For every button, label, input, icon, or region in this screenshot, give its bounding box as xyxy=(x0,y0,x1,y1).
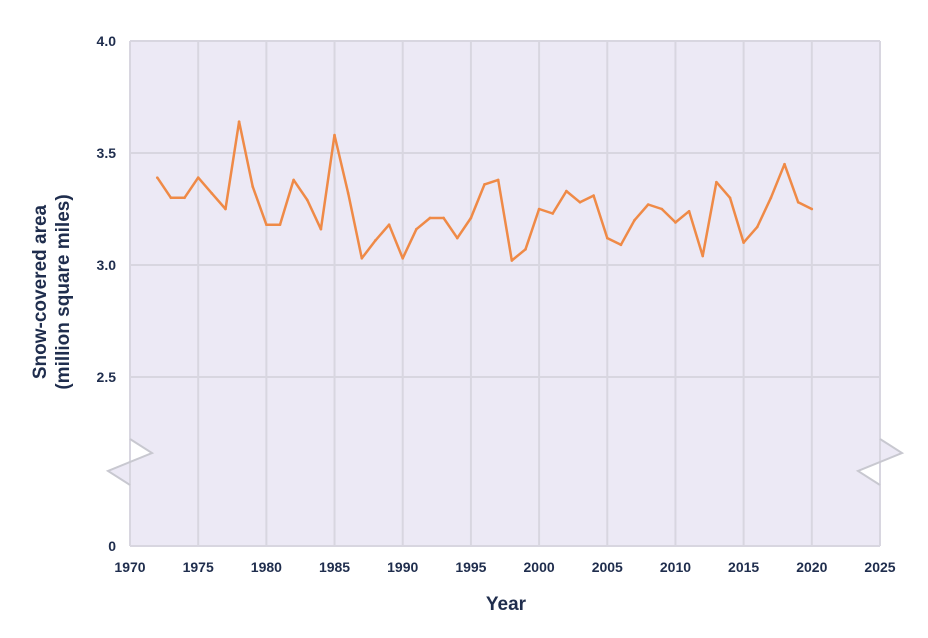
data-point xyxy=(496,178,500,182)
data-point xyxy=(565,189,568,193)
data-point xyxy=(783,162,786,166)
plot-background xyxy=(108,41,902,546)
data-point xyxy=(428,216,432,220)
x-tick-label: 1990 xyxy=(387,559,418,575)
y-tick-label: 2.5 xyxy=(97,369,117,385)
data-point xyxy=(524,248,527,251)
data-point xyxy=(660,207,664,211)
data-point xyxy=(210,192,214,195)
data-point xyxy=(469,216,473,220)
x-tick-label: 1975 xyxy=(183,559,214,575)
x-axis-title: Year xyxy=(486,594,527,615)
data-point xyxy=(305,198,309,202)
data-point xyxy=(292,178,295,182)
data-point xyxy=(715,180,718,184)
data-point xyxy=(346,192,350,195)
data-point xyxy=(483,183,486,186)
right-axis-break xyxy=(855,438,905,486)
data-point xyxy=(755,225,759,229)
data-point xyxy=(442,216,445,220)
y-axis-title-line1: Snow-covered area xyxy=(30,204,51,379)
data-point xyxy=(646,203,650,206)
data-point xyxy=(605,236,609,240)
data-point xyxy=(374,239,377,242)
y-tick-label: 4.0 xyxy=(97,33,117,49)
data-point xyxy=(360,256,364,260)
y-tick-label: 0 xyxy=(108,538,116,554)
data-point xyxy=(319,227,323,231)
data-point xyxy=(578,200,582,204)
data-point xyxy=(592,194,595,197)
data-point xyxy=(510,259,514,262)
data-point xyxy=(237,120,241,123)
data-point xyxy=(796,200,800,204)
data-point xyxy=(633,218,636,222)
x-tick-label: 2025 xyxy=(864,559,895,575)
data-point xyxy=(537,207,541,211)
data-point xyxy=(169,196,173,200)
y-tick-label: 3.5 xyxy=(97,145,117,161)
data-point xyxy=(401,256,405,260)
x-tick-label: 1985 xyxy=(319,559,350,575)
x-tick-label: 2010 xyxy=(660,559,691,575)
data-point xyxy=(387,223,391,226)
data-point xyxy=(333,133,336,137)
y-axis-title-line2: (million square miles) xyxy=(53,194,74,389)
left-axis-break xyxy=(105,438,155,486)
data-point xyxy=(619,243,623,247)
data-point xyxy=(687,209,691,213)
data-point xyxy=(674,221,677,224)
x-tick-label: 2005 xyxy=(592,559,623,575)
x-tick-label: 2020 xyxy=(796,559,827,575)
data-point xyxy=(728,196,732,200)
data-point xyxy=(455,236,459,240)
data-point xyxy=(224,207,227,211)
data-point xyxy=(769,196,773,200)
x-tick-label: 2000 xyxy=(524,559,555,575)
x-tick-label: 1980 xyxy=(251,559,282,575)
data-point xyxy=(701,254,705,258)
data-point xyxy=(742,241,745,244)
data-point xyxy=(155,176,159,179)
x-tick-label: 2015 xyxy=(728,559,759,575)
data-point xyxy=(415,227,418,231)
x-tick-label: 1970 xyxy=(114,559,145,575)
data-point xyxy=(251,185,255,188)
data-point xyxy=(810,207,814,211)
data-point xyxy=(183,196,186,200)
data-point xyxy=(278,223,282,226)
y-tick-label: 3.0 xyxy=(97,257,117,273)
data-point xyxy=(551,212,555,215)
data-point xyxy=(196,176,200,179)
x-tick-label: 1995 xyxy=(455,559,486,575)
data-point xyxy=(265,223,268,226)
